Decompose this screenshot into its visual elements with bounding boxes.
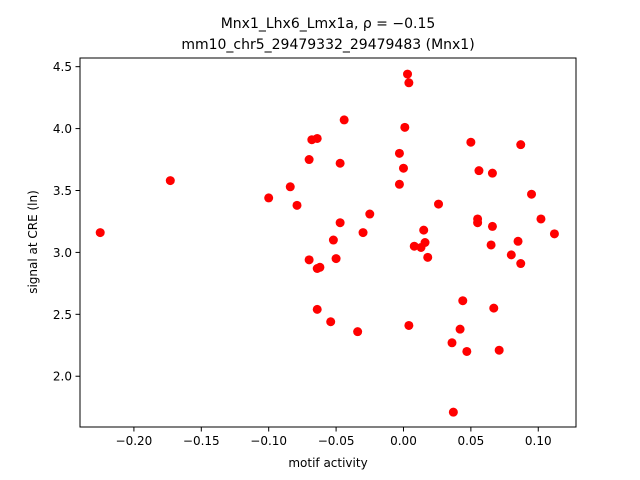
data-point-33 (434, 199, 444, 209)
data-point-16 (335, 218, 345, 228)
data-point-20 (365, 209, 375, 219)
data-point-39 (466, 137, 476, 147)
y-tick-label: 4.0 (53, 122, 72, 136)
data-point-26 (404, 78, 414, 88)
plot-frame (79, 57, 577, 428)
x-axis-label: motif activity (288, 456, 367, 470)
data-point-1 (165, 176, 175, 186)
x-tick-label: −0.15 (183, 434, 220, 448)
data-point-2 (264, 193, 274, 203)
data-point-46 (489, 303, 499, 313)
x-axis-ticks: −0.20 −0.15 −0.10 −0.05 0.00 0.05 0.10 (116, 427, 552, 448)
x-tick-label: 0.10 (525, 434, 552, 448)
data-point-15 (335, 158, 345, 168)
chart-title-line2: mm10_chr5_29479332_29479483 (Mnx1) (181, 37, 474, 53)
data-point-47 (494, 345, 504, 355)
y-axis-ticks: 2.0 2.5 3.0 3.5 4.0 4.5 (53, 60, 80, 384)
y-tick-label: 2.5 (53, 308, 72, 322)
data-point-44 (487, 221, 497, 231)
data-point-3 (285, 182, 295, 192)
data-point-41 (473, 214, 483, 224)
x-tick-label: 0.00 (390, 434, 417, 448)
y-tick-label: 3.0 (53, 246, 72, 260)
data-point-13 (328, 235, 338, 245)
y-tick-label: 3.5 (53, 184, 72, 198)
data-point-53 (536, 214, 546, 224)
data-point-34 (447, 338, 457, 348)
data-point-27 (404, 320, 414, 330)
data-point-32 (423, 252, 433, 262)
data-point-6 (304, 255, 314, 265)
data-point-17 (339, 115, 349, 125)
data-point-18 (353, 327, 363, 337)
data-point-9 (312, 304, 322, 314)
data-point-42 (474, 166, 484, 176)
data-point-30 (419, 225, 429, 235)
chart-title-line1: Mnx1_Lhx6_Lmx1a, ρ = −0.15 (221, 16, 436, 32)
data-point-45 (487, 168, 497, 178)
data-point-54 (549, 229, 559, 239)
y-tick-label: 4.5 (53, 60, 72, 74)
y-axis-label: signal at CRE (ln) (26, 190, 40, 294)
data-point-43 (486, 240, 496, 250)
data-point-22 (394, 179, 404, 189)
points-layer (95, 69, 559, 417)
data-point-12 (326, 317, 336, 327)
data-point-35 (448, 407, 458, 417)
x-tick-label: −0.20 (116, 434, 153, 448)
data-point-50 (516, 259, 526, 269)
data-point-5 (304, 155, 314, 165)
data-point-28 (409, 241, 419, 251)
x-tick-label: 0.05 (458, 434, 485, 448)
data-point-14 (331, 254, 341, 264)
data-point-11 (315, 262, 325, 272)
x-tick-label: −0.05 (318, 434, 355, 448)
data-point-4 (292, 200, 302, 210)
data-point-23 (398, 163, 408, 173)
data-point-49 (513, 236, 523, 246)
data-point-51 (516, 140, 526, 150)
data-point-48 (506, 250, 516, 260)
data-point-0 (95, 228, 105, 238)
y-tick-label: 2.0 (53, 370, 72, 384)
data-point-38 (462, 346, 472, 356)
x-tick-label: −0.10 (250, 434, 287, 448)
data-point-21 (394, 148, 404, 158)
data-point-36 (455, 324, 465, 334)
data-point-31 (420, 238, 430, 247)
data-point-19 (358, 228, 368, 238)
data-point-37 (458, 296, 468, 306)
data-point-24 (400, 122, 410, 132)
data-point-25 (403, 69, 413, 79)
data-point-52 (527, 189, 537, 199)
data-point-8 (312, 133, 322, 143)
